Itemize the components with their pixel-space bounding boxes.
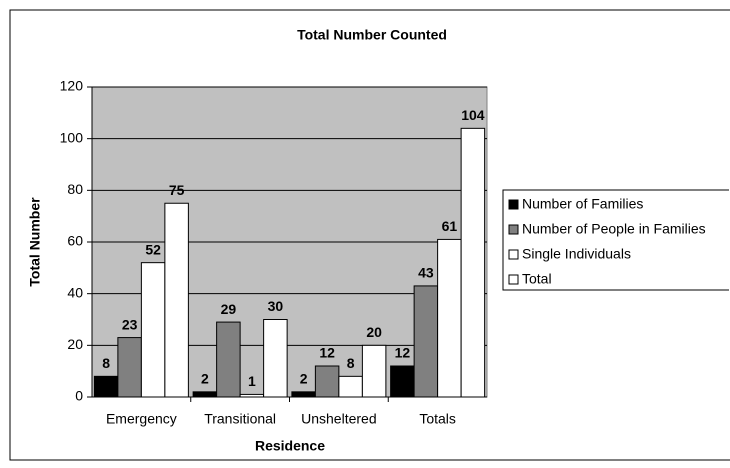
legend-swatch: [508, 199, 519, 210]
data-label: 29: [221, 301, 237, 317]
bar: [263, 319, 288, 398]
y-tick-label: 100: [60, 129, 84, 145]
data-label: 12: [319, 345, 335, 361]
legend-label: Single Individuals: [522, 246, 631, 262]
bar: [291, 391, 316, 398]
y-tick-label: 80: [67, 181, 83, 197]
bar: [239, 393, 265, 398]
data-label: 12: [395, 345, 411, 361]
bar: [140, 262, 166, 398]
data-label: 43: [418, 265, 434, 281]
y-tick-label: 0: [75, 388, 83, 404]
bar: [338, 375, 363, 398]
legend-label: Total: [522, 271, 552, 287]
bar: [192, 391, 218, 398]
y-tick-label: 20: [67, 336, 83, 352]
bar: [117, 337, 142, 398]
legend-label: Number of People in Families: [522, 221, 706, 237]
bar: [460, 127, 486, 398]
bar: [93, 375, 119, 398]
data-label: 75: [169, 182, 185, 198]
bar: [164, 202, 189, 398]
data-label: 1: [248, 373, 256, 389]
bar: [437, 238, 462, 398]
data-label: 104: [461, 107, 485, 123]
y-tick-label: 40: [67, 284, 83, 300]
bar: [361, 344, 387, 398]
legend-swatch: [508, 274, 519, 285]
x-axis-label: Residence: [255, 438, 325, 454]
legend-swatch: [508, 224, 519, 235]
data-label: 8: [102, 355, 110, 371]
chart-title: Total Number Counted: [297, 27, 447, 43]
data-label: 23: [122, 316, 138, 332]
data-label: 2: [300, 371, 308, 387]
bar: [390, 365, 415, 398]
legend-label: Number of Families: [522, 196, 643, 212]
x-tick-label: Totals: [419, 411, 456, 427]
legend-box: [502, 189, 729, 291]
legend-swatch: [508, 249, 519, 260]
data-label: 52: [145, 241, 161, 257]
data-label: 20: [366, 324, 382, 340]
bar: [413, 285, 439, 398]
bar: [216, 321, 241, 398]
x-tick-label: Emergency: [106, 411, 177, 427]
data-label: 2: [201, 371, 209, 387]
legend: Number of Families Number of People in Fa…: [502, 189, 729, 291]
y-axis-label: Total Number: [27, 197, 43, 287]
data-label: 61: [442, 218, 458, 234]
y-tick-label: 120: [60, 78, 84, 94]
data-label: 8: [347, 355, 355, 371]
y-tick-label: 60: [67, 233, 83, 249]
data-label: 30: [268, 298, 284, 314]
x-tick-label: Unsheltered: [301, 411, 377, 427]
bar: [314, 365, 340, 398]
x-tick-label: Transitional: [204, 411, 276, 427]
